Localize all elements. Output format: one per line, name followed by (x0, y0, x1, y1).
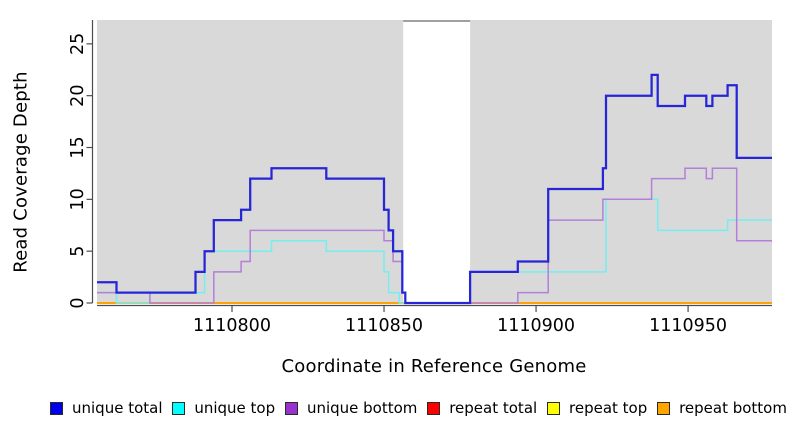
legend-label: unique bottom (306, 399, 418, 417)
y-tick-label: 20 (68, 85, 88, 107)
legend-swatch-unique-total (50, 401, 63, 415)
legend-swatch-repeat-top (547, 401, 560, 415)
series-line-unique-total (97, 73, 772, 305)
legend-label: unique total (72, 399, 163, 417)
legend-swatch-repeat-total (427, 401, 441, 415)
legend-item-repeat-bottom: repeat bottom (657, 399, 787, 417)
y-tick-label: 25 (68, 33, 88, 55)
legend-swatch-unique-top (172, 401, 186, 415)
legend-label: repeat total (449, 399, 538, 417)
legend-label: repeat top (569, 399, 648, 417)
y-axis-title: Read Coverage Depth (10, 71, 32, 273)
legend-item-unique-total: unique total (50, 399, 163, 417)
y-tick-label: 5 (68, 246, 88, 257)
y-tick-label: 0 (68, 297, 88, 308)
legend-swatch-unique-bottom (284, 401, 298, 415)
x-tick-label: 1110900 (497, 316, 575, 336)
legend: unique total unique top unique bottom repea… (50, 399, 787, 417)
x-tick-label: 1110950 (649, 316, 727, 336)
legend-item-repeat-top: repeat top (547, 399, 647, 417)
y-tick-label: 15 (68, 136, 88, 158)
legend-swatch-repeat-bottom (657, 401, 671, 415)
x-tick-label: 1110850 (345, 316, 423, 336)
legend-item-unique-top: unique top (172, 399, 275, 417)
legend-label: unique top (194, 399, 276, 417)
x-tick-label: 1110800 (193, 316, 271, 336)
x-axis-title: Coordinate in Reference Genome (281, 356, 587, 377)
legend-item-unique-bottom: unique bottom (284, 399, 418, 417)
legend-item-repeat-total: repeat total (427, 399, 537, 417)
y-tick-label: 10 (68, 188, 88, 210)
legend-label: repeat bottom (679, 399, 787, 417)
masked-region (403, 21, 471, 303)
